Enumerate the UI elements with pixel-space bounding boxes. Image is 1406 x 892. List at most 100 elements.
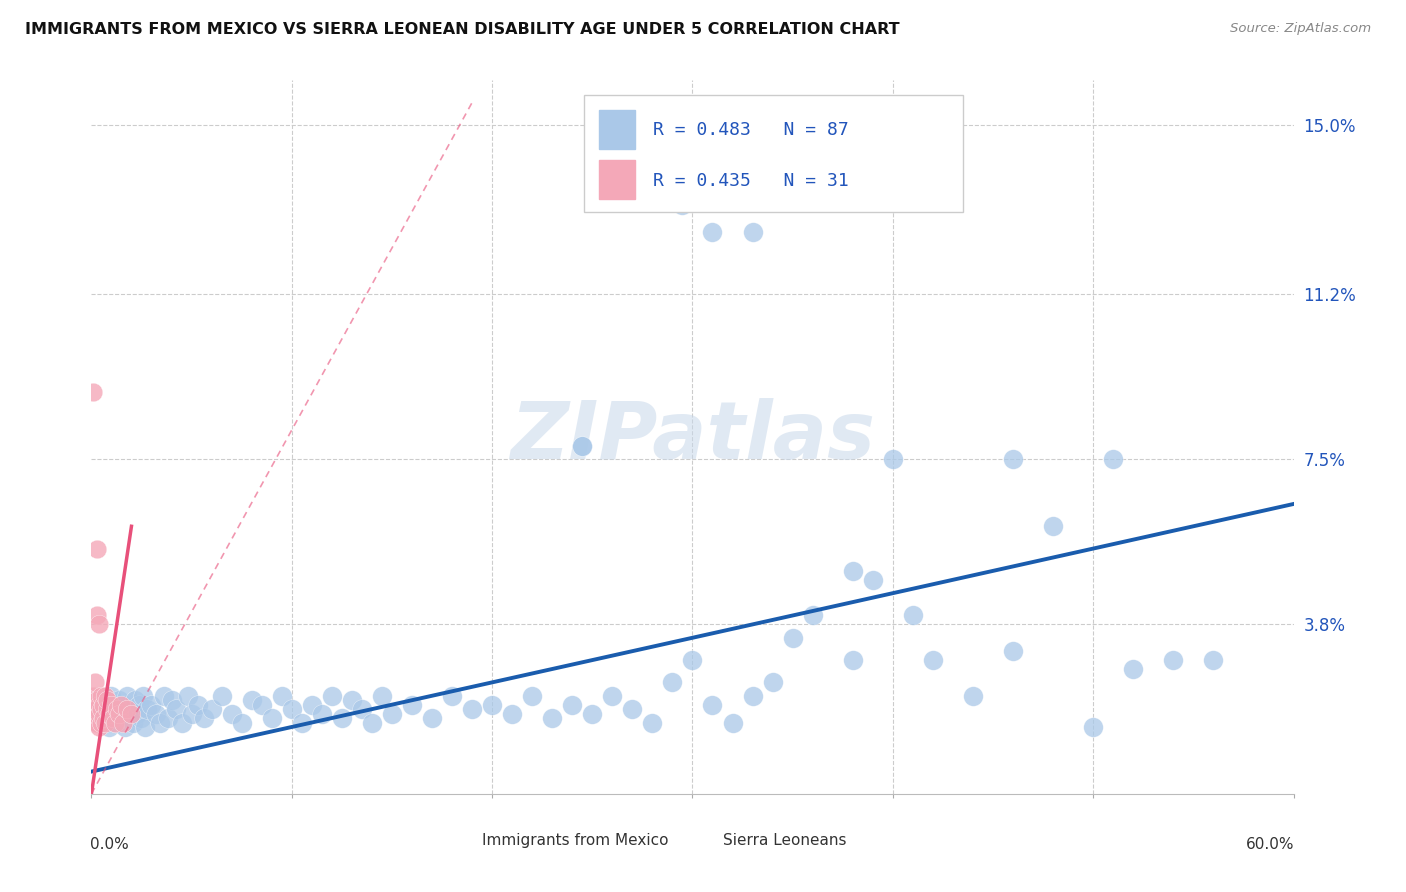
- FancyBboxPatch shape: [599, 161, 634, 200]
- Point: [148, 715, 170, 730]
- Point: [82, 689, 104, 703]
- Point: [841, 564, 863, 578]
- Point: [141, 698, 163, 712]
- Point: [86, 702, 108, 716]
- Point: [741, 225, 763, 239]
- Point: [1122, 662, 1144, 676]
- Point: [461, 702, 484, 716]
- Point: [401, 698, 423, 712]
- Point: [131, 711, 153, 725]
- Point: [741, 689, 763, 703]
- Point: [240, 693, 263, 707]
- Point: [702, 225, 724, 239]
- Point: [1083, 720, 1105, 734]
- Point: [89, 720, 111, 734]
- Point: [270, 689, 292, 703]
- Point: [782, 631, 804, 645]
- Point: [702, 698, 724, 712]
- Point: [641, 715, 664, 730]
- Point: [165, 702, 187, 716]
- Point: [522, 689, 544, 703]
- Point: [901, 608, 924, 623]
- Point: [90, 706, 112, 721]
- Point: [301, 698, 323, 712]
- Point: [100, 698, 122, 712]
- Point: [93, 711, 115, 725]
- Point: [1163, 653, 1185, 667]
- Text: R = 0.435   N = 31: R = 0.435 N = 31: [652, 172, 849, 190]
- Point: [187, 698, 209, 712]
- Point: [94, 689, 117, 703]
- Point: [801, 608, 824, 623]
- Point: [160, 693, 183, 707]
- Point: [82, 706, 104, 721]
- Point: [340, 693, 363, 707]
- Point: [211, 689, 233, 703]
- Text: IMMIGRANTS FROM MEXICO VS SIERRA LEONEAN DISABILITY AGE UNDER 5 CORRELATION CHAR: IMMIGRANTS FROM MEXICO VS SIERRA LEONEAN…: [25, 22, 900, 37]
- Point: [89, 617, 111, 632]
- Point: [108, 693, 131, 707]
- Point: [862, 573, 884, 587]
- Text: 0.0%: 0.0%: [90, 837, 129, 852]
- Point: [86, 693, 108, 707]
- Text: Immigrants from Mexico: Immigrants from Mexico: [482, 833, 669, 847]
- Point: [231, 715, 253, 730]
- Point: [110, 698, 132, 712]
- Point: [121, 706, 143, 721]
- Point: [962, 689, 984, 703]
- Point: [132, 689, 155, 703]
- Text: Source: ZipAtlas.com: Source: ZipAtlas.com: [1230, 22, 1371, 36]
- Point: [661, 675, 683, 690]
- Point: [762, 675, 785, 690]
- Point: [86, 711, 108, 725]
- Point: [882, 452, 904, 467]
- Point: [381, 706, 404, 721]
- Point: [250, 698, 273, 712]
- Point: [104, 702, 127, 716]
- Point: [841, 653, 863, 667]
- Point: [571, 439, 593, 453]
- Point: [360, 715, 382, 730]
- Point: [420, 711, 443, 725]
- Point: [321, 689, 343, 703]
- Point: [1042, 519, 1064, 533]
- Point: [221, 706, 243, 721]
- Point: [581, 706, 603, 721]
- Point: [96, 698, 118, 712]
- Point: [90, 702, 112, 716]
- Text: ZIPatlas: ZIPatlas: [510, 398, 875, 476]
- Point: [681, 653, 703, 667]
- Point: [84, 675, 107, 690]
- FancyBboxPatch shape: [585, 95, 963, 212]
- Point: [117, 702, 139, 716]
- Point: [193, 711, 215, 725]
- Point: [371, 689, 394, 703]
- Point: [440, 689, 463, 703]
- Point: [90, 715, 112, 730]
- Text: 60.0%: 60.0%: [1246, 837, 1295, 852]
- Point: [114, 720, 136, 734]
- Point: [145, 706, 167, 721]
- Point: [86, 715, 108, 730]
- FancyBboxPatch shape: [675, 830, 706, 851]
- Point: [180, 706, 202, 721]
- Point: [121, 702, 143, 716]
- Point: [170, 715, 193, 730]
- FancyBboxPatch shape: [434, 830, 465, 851]
- Point: [501, 706, 523, 721]
- Point: [93, 698, 115, 712]
- Point: [124, 693, 146, 707]
- Point: [330, 711, 353, 725]
- Point: [571, 439, 593, 453]
- Point: [107, 715, 129, 730]
- Point: [82, 385, 104, 400]
- Point: [1202, 653, 1225, 667]
- Point: [100, 689, 122, 703]
- Point: [136, 702, 159, 716]
- Point: [84, 698, 107, 712]
- Point: [134, 720, 156, 734]
- Point: [107, 702, 129, 716]
- Point: [128, 698, 150, 712]
- Point: [671, 198, 693, 212]
- Point: [291, 715, 314, 730]
